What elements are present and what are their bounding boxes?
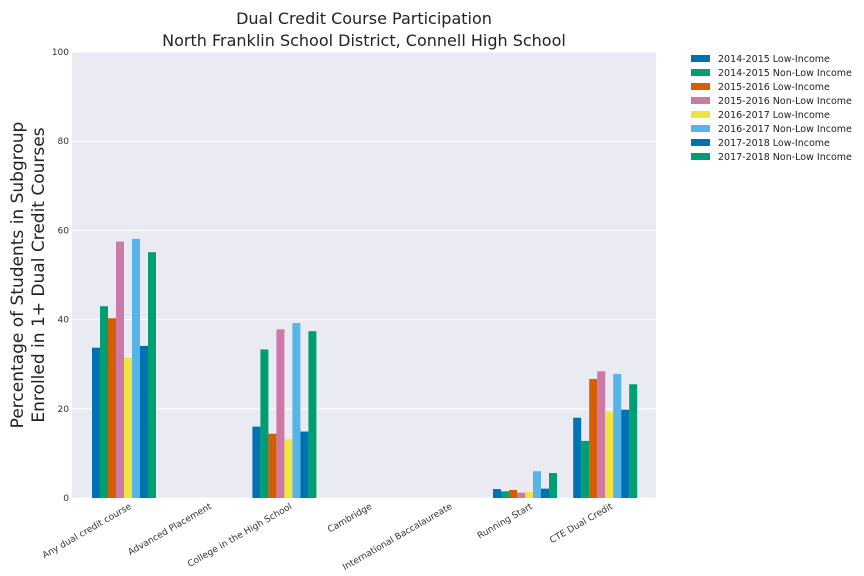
chart-title-line-2: North Franklin School District, Connell … (162, 31, 566, 50)
bar (276, 329, 285, 498)
bar (300, 431, 309, 498)
y-axis-ticks: 0 20 40 60 80 100 (52, 48, 69, 504)
y-axis-label-line-2: Enrolled in 1+ Dual Credit Courses (29, 127, 49, 422)
legend-entry: 2016-2017 Non-Low Income (718, 124, 852, 135)
x-tick-label: Cambridge (326, 502, 374, 536)
bar (549, 473, 557, 498)
legend-swatch (691, 55, 710, 62)
y-tick-label: 60 (58, 226, 70, 236)
bar (124, 357, 132, 498)
bar (525, 491, 533, 498)
bar (629, 384, 638, 498)
bar (501, 491, 509, 498)
bar (517, 492, 525, 498)
legend-entry: 2015-2016 Low-Income (718, 82, 830, 93)
legend-swatch (691, 153, 710, 160)
bar (493, 489, 501, 498)
y-axis-label-line-1: Percentage of Students in Subgroup (8, 122, 28, 429)
bar (108, 318, 116, 498)
gridlines (72, 51, 656, 499)
y-axis-label: Percentage of Students in Subgroup Enrol… (8, 122, 49, 429)
y-tick-label: 40 (58, 316, 70, 326)
chart-title: Dual Credit Course Participation North F… (162, 9, 566, 50)
y-tick-label: 20 (58, 405, 70, 415)
bar (132, 238, 140, 498)
bar (284, 439, 293, 498)
bar (140, 345, 148, 498)
bar (605, 411, 614, 498)
bar (621, 409, 630, 498)
plot-area (72, 52, 656, 498)
bar (541, 488, 549, 498)
bar (308, 331, 317, 498)
bar (148, 252, 156, 498)
bar (509, 489, 517, 498)
legend-swatch (691, 111, 710, 118)
bar (581, 440, 590, 498)
legend-swatch (691, 125, 710, 132)
bar (613, 374, 622, 498)
x-tick-label: CTE Dual Credit (548, 502, 615, 546)
bar (268, 433, 277, 498)
bars (92, 238, 638, 499)
x-tick-label: Running Start (476, 502, 535, 542)
bar (92, 347, 100, 498)
legend: 2014-2015 Low-Income 2014-2015 Non-Low In… (691, 54, 852, 163)
bar (292, 323, 301, 498)
bar (100, 306, 108, 498)
y-tick-label: 0 (63, 494, 69, 504)
bar (597, 371, 606, 498)
legend-swatch (691, 69, 710, 76)
legend-entry: 2017-2018 Low-Income (718, 138, 830, 149)
bar (260, 349, 269, 498)
chart-title-line-1: Dual Credit Course Participation (236, 9, 492, 28)
y-tick-label: 80 (58, 137, 70, 147)
bar (252, 426, 261, 498)
x-tick-label: Advanced Placement (127, 502, 214, 558)
legend-swatch (691, 83, 710, 90)
bar (573, 417, 582, 498)
bar (116, 241, 124, 499)
legend-entry: 2016-2017 Low-Income (718, 110, 830, 121)
y-tick-label: 100 (52, 48, 69, 58)
legend-entry: 2014-2015 Non-Low Income (718, 68, 852, 79)
legend-swatch (691, 97, 710, 104)
legend-entry: 2015-2016 Non-Low Income (718, 96, 852, 107)
legend-swatch (691, 139, 710, 146)
bar (533, 471, 541, 498)
x-tick-label: Any dual credit course (41, 502, 134, 561)
legend-entry: 2014-2015 Low-Income (718, 54, 830, 65)
bar (589, 378, 598, 498)
legend-entry: 2017-2018 Non-Low Income (718, 152, 852, 163)
